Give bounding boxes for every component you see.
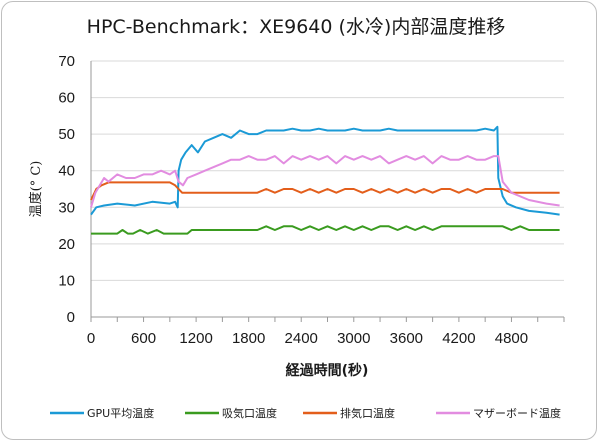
legend-label: 吸気口温度 [222, 406, 277, 420]
x-tick-label: 1200 [179, 330, 212, 347]
legend-item: 排気口温度 [303, 406, 395, 420]
y-tick-label: 10 [58, 272, 75, 289]
y-tick-label: 30 [58, 199, 75, 216]
x-tick-label: 600 [131, 330, 156, 347]
y-axis-ticks: 0 10 20 30 40 50 60 70 [58, 53, 75, 326]
legend-item: マザーボード温度 [436, 406, 561, 420]
y-axis-title: 温度(° C) [28, 161, 44, 218]
legend: GPU平均温度 吸気口温度 排気口温度 マザーボード温度 [50, 406, 561, 420]
x-tick-label: 3000 [337, 330, 370, 347]
x-tick-label: 0 [87, 330, 95, 347]
legend-label: マザーボード温度 [473, 406, 561, 420]
y-tick-label: 60 [58, 90, 75, 107]
x-axis-ticks: 0 600 1200 1800 2400 3000 3600 4200 4800 [87, 330, 528, 347]
x-axis-title: 経過時間(秒) [286, 362, 369, 379]
legend-item: 吸気口温度 [185, 406, 277, 420]
legend-label: 排気口温度 [340, 406, 395, 420]
x-tick-label: 3600 [390, 330, 423, 347]
chart-canvas: HPC-Benchmark：XE9640 (水冷)内部温度推移 0 10 20 30 4… [0, 0, 600, 443]
y-tick-label: 20 [58, 236, 75, 253]
x-tick-label: 4800 [495, 330, 528, 347]
x-tick-label: 2400 [285, 330, 318, 347]
y-tick-label: 50 [58, 126, 75, 143]
x-tick-label: 4200 [442, 330, 475, 347]
x-tick-label: 1800 [232, 330, 265, 347]
y-tick-label: 40 [58, 163, 75, 180]
legend-item: GPU平均温度 [50, 406, 154, 420]
legend-label: GPU平均温度 [87, 406, 154, 420]
y-tick-label: 70 [58, 53, 75, 70]
y-tick-label: 0 [67, 309, 75, 326]
chart-title: HPC-Benchmark：XE9640 (水冷)内部温度推移 [87, 16, 506, 38]
